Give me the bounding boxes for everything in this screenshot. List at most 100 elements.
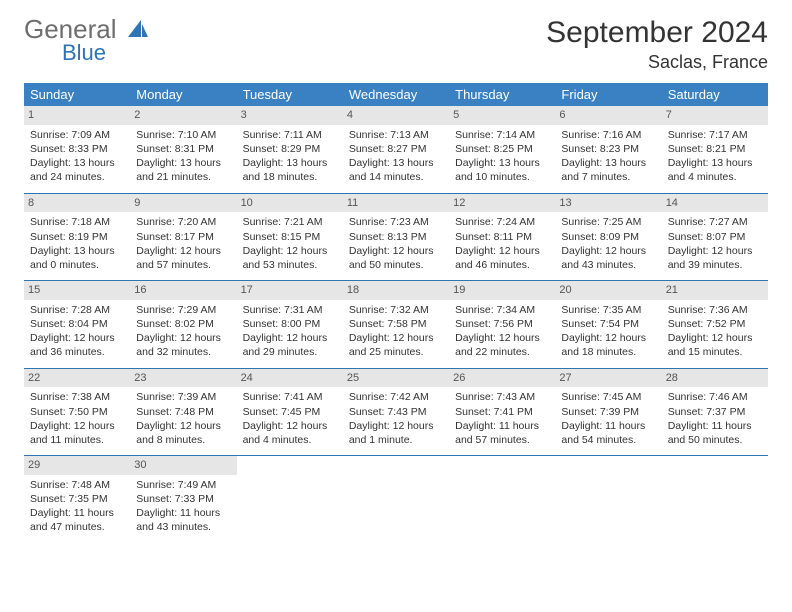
- sunset-line: Sunset: 8:19 PM: [30, 230, 124, 244]
- sunset-line: Sunset: 7:39 PM: [561, 405, 655, 419]
- day-number: 11: [343, 194, 449, 213]
- sunrise-line: Sunrise: 7:49 AM: [136, 478, 230, 492]
- sunrise-line: Sunrise: 7:42 AM: [349, 390, 443, 404]
- sunrise-line: Sunrise: 7:31 AM: [243, 303, 337, 317]
- day-number: 9: [130, 194, 236, 213]
- sail-icon: [128, 14, 148, 44]
- calendar-day: 25Sunrise: 7:42 AMSunset: 7:43 PMDayligh…: [343, 368, 449, 456]
- calendar-day: 16Sunrise: 7:29 AMSunset: 8:02 PMDayligh…: [130, 281, 236, 369]
- daylight-line: Daylight: 12 hours and 57 minutes.: [136, 244, 230, 272]
- sunset-line: Sunset: 8:09 PM: [561, 230, 655, 244]
- daylight-line: Daylight: 12 hours and 29 minutes.: [243, 331, 337, 359]
- sunset-line: Sunset: 7:50 PM: [30, 405, 124, 419]
- day-number: 20: [555, 281, 661, 300]
- calendar-empty: [662, 456, 768, 543]
- sunrise-line: Sunrise: 7:17 AM: [668, 128, 762, 142]
- daylight-line: Daylight: 13 hours and 10 minutes.: [455, 156, 549, 184]
- calendar-day: 10Sunrise: 7:21 AMSunset: 8:15 PMDayligh…: [237, 193, 343, 281]
- daylight-line: Daylight: 12 hours and 43 minutes.: [561, 244, 655, 272]
- sunrise-line: Sunrise: 7:29 AM: [136, 303, 230, 317]
- calendar-day: 4Sunrise: 7:13 AMSunset: 8:27 PMDaylight…: [343, 106, 449, 193]
- calendar-day: 23Sunrise: 7:39 AMSunset: 7:48 PMDayligh…: [130, 368, 236, 456]
- daylight-line: Daylight: 12 hours and 11 minutes.: [30, 419, 124, 447]
- sunset-line: Sunset: 8:33 PM: [30, 142, 124, 156]
- calendar-day: 14Sunrise: 7:27 AMSunset: 8:07 PMDayligh…: [662, 193, 768, 281]
- daylight-line: Daylight: 12 hours and 22 minutes.: [455, 331, 549, 359]
- sunset-line: Sunset: 7:33 PM: [136, 492, 230, 506]
- sunrise-line: Sunrise: 7:10 AM: [136, 128, 230, 142]
- day-number: 12: [449, 194, 555, 213]
- sunset-line: Sunset: 7:52 PM: [668, 317, 762, 331]
- sunset-line: Sunset: 8:04 PM: [30, 317, 124, 331]
- sunset-line: Sunset: 8:07 PM: [668, 230, 762, 244]
- day-number: 17: [237, 281, 343, 300]
- sunset-line: Sunset: 7:48 PM: [136, 405, 230, 419]
- calendar-day: 6 Sunrise: 7:16 AMSunset: 8:23 PMDaylight…: [555, 106, 661, 193]
- sunrise-line: Sunrise: 7:32 AM: [349, 303, 443, 317]
- day-number: 16: [130, 281, 236, 300]
- sunrise-line: Sunrise: 7:41 AM: [243, 390, 337, 404]
- sunset-line: Sunset: 8:23 PM: [561, 142, 655, 156]
- day-number: 6: [555, 106, 661, 125]
- daylight-line: Daylight: 12 hours and 4 minutes.: [243, 419, 337, 447]
- sunrise-line: Sunrise: 7:34 AM: [455, 303, 549, 317]
- calendar-day: 30Sunrise: 7:49 AMSunset: 7:33 PMDayligh…: [130, 456, 236, 543]
- day-header: Saturday: [662, 83, 768, 106]
- day-header: Sunday: [24, 83, 130, 106]
- daylight-line: Daylight: 12 hours and 53 minutes.: [243, 244, 337, 272]
- daylight-line: Daylight: 12 hours and 32 minutes.: [136, 331, 230, 359]
- sunrise-line: Sunrise: 7:09 AM: [30, 128, 124, 142]
- sunset-line: Sunset: 8:27 PM: [349, 142, 443, 156]
- day-number: 7: [662, 106, 768, 125]
- sunrise-line: Sunrise: 7:20 AM: [136, 215, 230, 229]
- sunrise-line: Sunrise: 7:13 AM: [349, 128, 443, 142]
- day-number: 8: [24, 194, 130, 213]
- daylight-line: Daylight: 13 hours and 24 minutes.: [30, 156, 124, 184]
- daylight-line: Daylight: 13 hours and 7 minutes.: [561, 156, 655, 184]
- day-number: 14: [662, 194, 768, 213]
- daylight-line: Daylight: 12 hours and 1 minute.: [349, 419, 443, 447]
- daylight-line: Daylight: 11 hours and 54 minutes.: [561, 419, 655, 447]
- sunset-line: Sunset: 7:35 PM: [30, 492, 124, 506]
- sunrise-line: Sunrise: 7:43 AM: [455, 390, 549, 404]
- calendar-day: 12Sunrise: 7:24 AMSunset: 8:11 PMDayligh…: [449, 193, 555, 281]
- daylight-line: Daylight: 11 hours and 57 minutes.: [455, 419, 549, 447]
- sunrise-line: Sunrise: 7:14 AM: [455, 128, 549, 142]
- sunset-line: Sunset: 8:00 PM: [243, 317, 337, 331]
- location: Saclas, France: [546, 52, 768, 73]
- sunset-line: Sunset: 7:56 PM: [455, 317, 549, 331]
- sunrise-line: Sunrise: 7:16 AM: [561, 128, 655, 142]
- calendar-day: 2Sunrise: 7:10 AMSunset: 8:31 PMDaylight…: [130, 106, 236, 193]
- calendar-day: 5Sunrise: 7:14 AMSunset: 8:25 PMDaylight…: [449, 106, 555, 193]
- calendar-day: 18Sunrise: 7:32 AMSunset: 7:58 PMDayligh…: [343, 281, 449, 369]
- day-number: 24: [237, 369, 343, 388]
- calendar-day: 8Sunrise: 7:18 AMSunset: 8:19 PMDaylight…: [24, 193, 130, 281]
- sunset-line: Sunset: 8:29 PM: [243, 142, 337, 156]
- daylight-line: Daylight: 11 hours and 43 minutes.: [136, 506, 230, 534]
- calendar-day: 7Sunrise: 7:17 AMSunset: 8:21 PMDaylight…: [662, 106, 768, 193]
- day-number: 29: [24, 456, 130, 475]
- sunset-line: Sunset: 8:13 PM: [349, 230, 443, 244]
- sunrise-line: Sunrise: 7:39 AM: [136, 390, 230, 404]
- day-number: 26: [449, 369, 555, 388]
- sunrise-line: Sunrise: 7:24 AM: [455, 215, 549, 229]
- calendar-empty: [237, 456, 343, 543]
- day-number: 23: [130, 369, 236, 388]
- sunset-line: Sunset: 7:41 PM: [455, 405, 549, 419]
- sunrise-line: Sunrise: 7:28 AM: [30, 303, 124, 317]
- daylight-line: Daylight: 12 hours and 18 minutes.: [561, 331, 655, 359]
- calendar-empty: [343, 456, 449, 543]
- calendar-day: 1Sunrise: 7:09 AMSunset: 8:33 PMDaylight…: [24, 106, 130, 193]
- calendar-day: 28Sunrise: 7:46 AMSunset: 7:37 PMDayligh…: [662, 368, 768, 456]
- day-number: 22: [24, 369, 130, 388]
- sunset-line: Sunset: 8:11 PM: [455, 230, 549, 244]
- day-number: 19: [449, 281, 555, 300]
- daylight-line: Daylight: 13 hours and 0 minutes.: [30, 244, 124, 272]
- sunset-line: Sunset: 8:31 PM: [136, 142, 230, 156]
- sunset-line: Sunset: 7:37 PM: [668, 405, 762, 419]
- sunset-line: Sunset: 8:21 PM: [668, 142, 762, 156]
- sunrise-line: Sunrise: 7:36 AM: [668, 303, 762, 317]
- sunrise-line: Sunrise: 7:35 AM: [561, 303, 655, 317]
- header: General Blue September 2024 Saclas, Fran…: [24, 16, 768, 73]
- day-number: 13: [555, 194, 661, 213]
